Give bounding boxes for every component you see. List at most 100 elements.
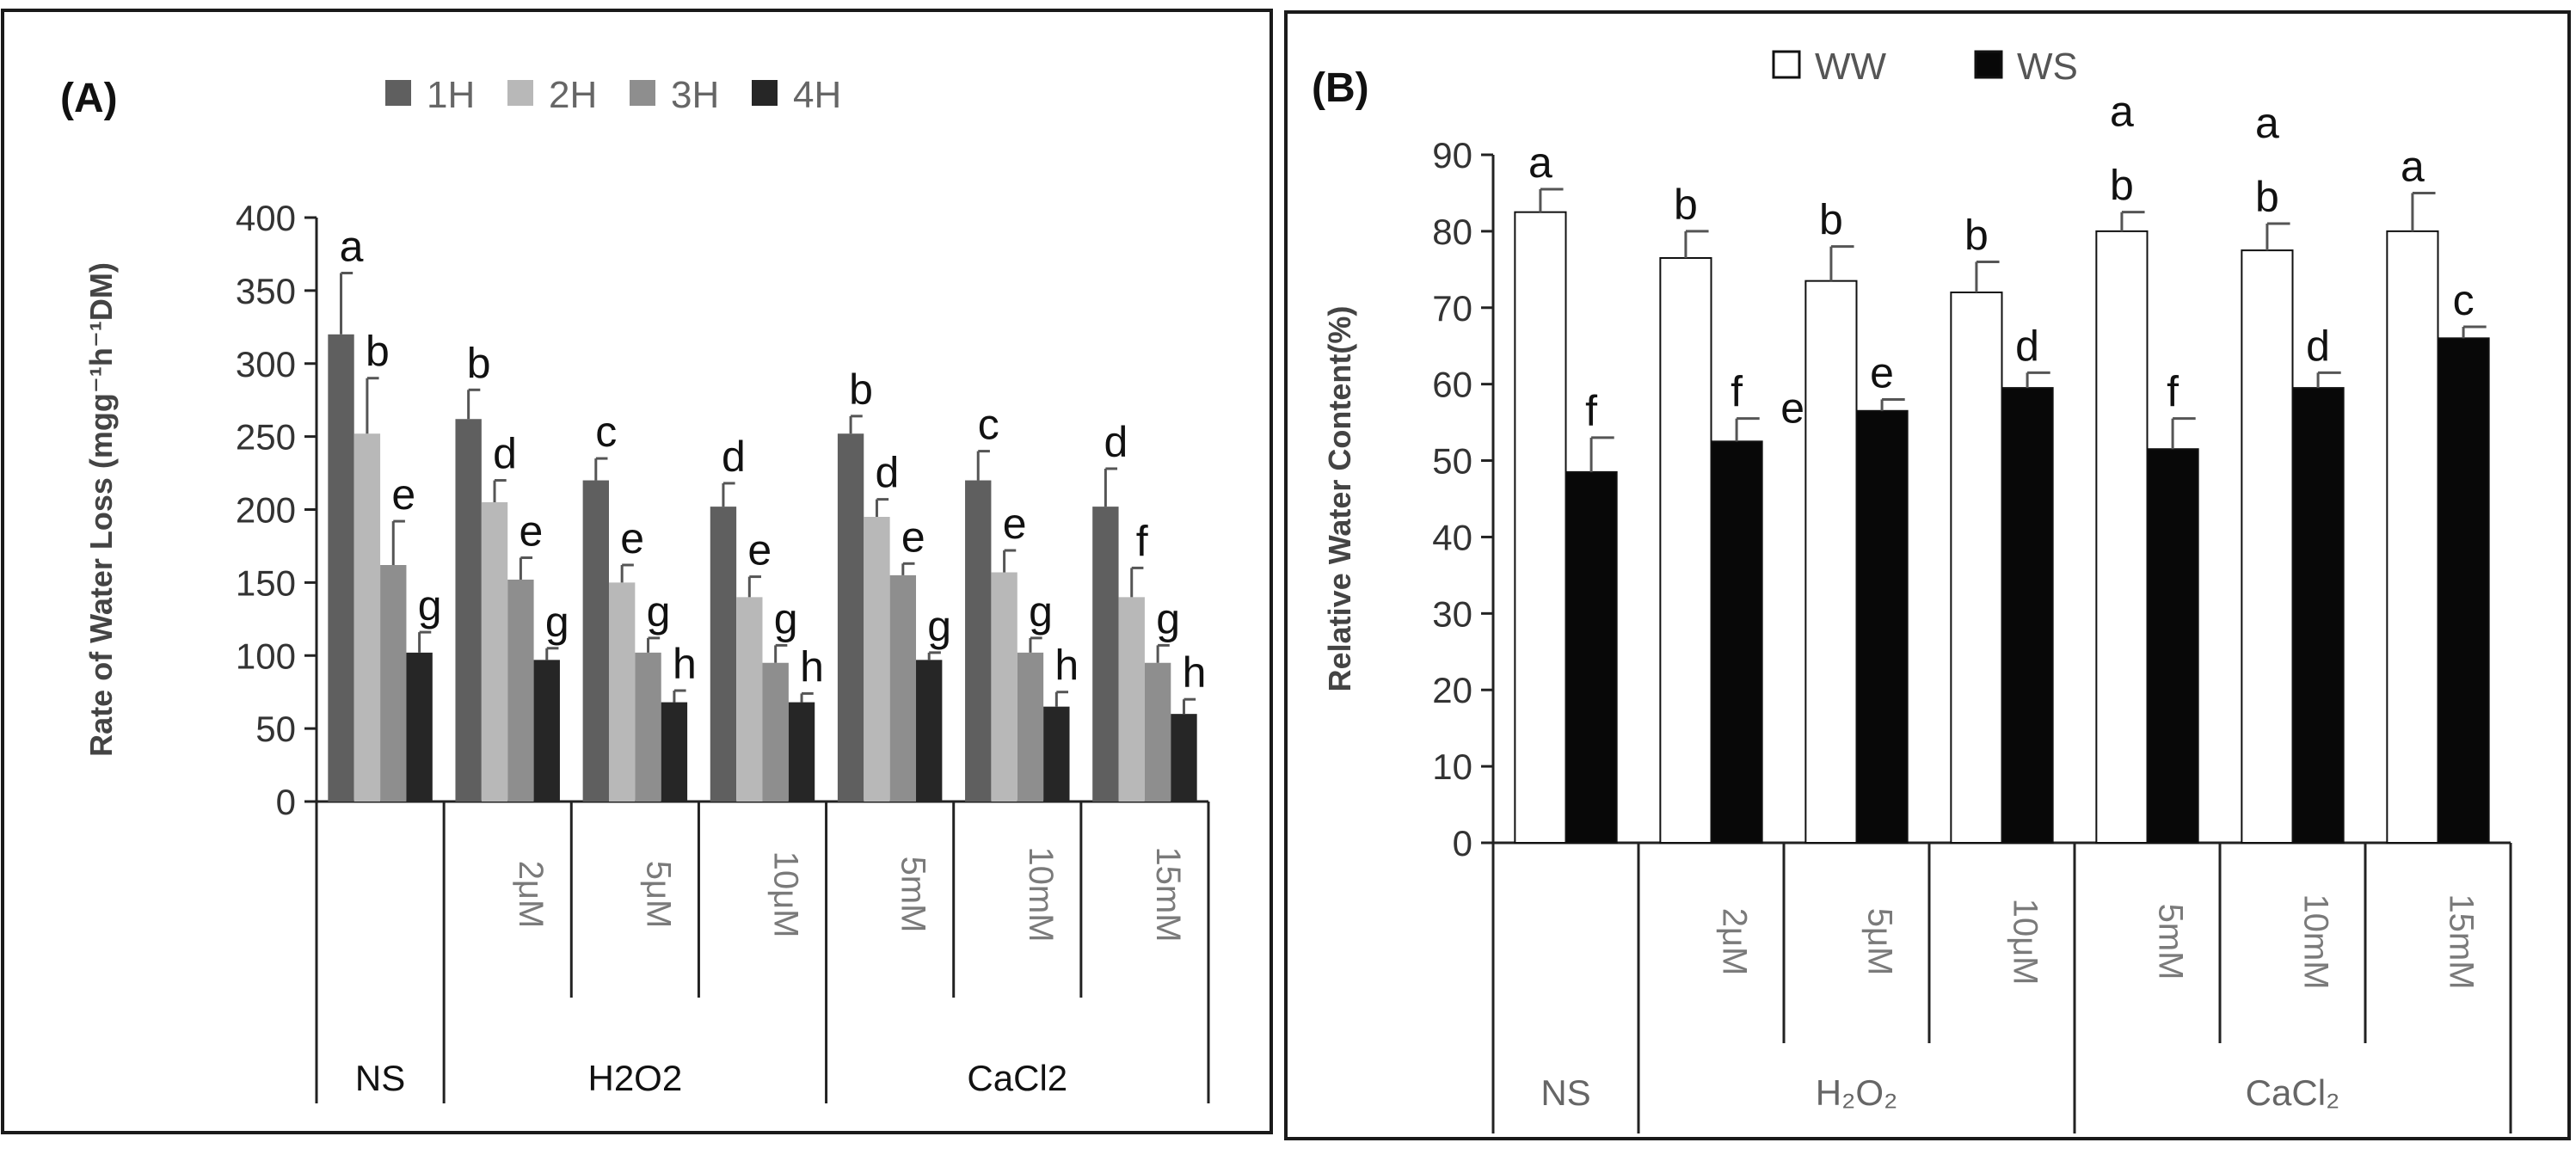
category-label: 10μM xyxy=(2007,899,2044,986)
bar-2h-5μM xyxy=(608,582,636,802)
legend-swatch-1h xyxy=(385,80,411,106)
legend-label-1h: 1H xyxy=(427,74,475,116)
legend-label-ws: WS xyxy=(2017,46,2078,88)
bar-ws-5μM xyxy=(1855,409,1909,844)
y-tick-label: 20 xyxy=(1432,670,1472,710)
panel-label: (A) xyxy=(60,76,118,121)
bar-2h-15mM xyxy=(1118,597,1145,802)
y-tick-label: 50 xyxy=(255,709,296,749)
group-label: NS xyxy=(1540,1072,1590,1113)
group-label: H₂O₂ xyxy=(1816,1072,1898,1113)
bar-ws-10mM xyxy=(2291,387,2345,845)
y-tick-label: 60 xyxy=(1432,365,1472,405)
bar-ww-10mM xyxy=(2241,249,2294,845)
bar-1h-10mM xyxy=(965,480,992,802)
significance-letter: d xyxy=(1104,418,1128,466)
bar-ws-5mM xyxy=(2146,448,2199,844)
significance-letter: e xyxy=(519,507,543,556)
group-label: CaCl₂ xyxy=(2246,1072,2340,1113)
bar-ws-NS xyxy=(1565,470,1618,845)
bar-ww-5mM xyxy=(2095,230,2149,844)
bar-1h-5μM xyxy=(582,480,609,802)
y-tick-label: 300 xyxy=(236,344,296,384)
significance-letter: b xyxy=(467,339,491,387)
group-label: NS xyxy=(355,1058,405,1098)
significance-letter: h xyxy=(1054,642,1079,690)
significance-letter-extra: a xyxy=(2255,99,2279,147)
bar-3h-15mM xyxy=(1144,662,1171,802)
category-label: 5mM xyxy=(895,857,932,933)
panel-label: (B) xyxy=(1312,65,1369,111)
y-tick-label: 30 xyxy=(1432,593,1472,634)
legend-swatch-2h xyxy=(507,80,533,106)
bar-2h-5mM xyxy=(864,516,890,802)
significance-letter: d xyxy=(876,449,900,497)
significance-letter: b xyxy=(366,328,390,376)
significance-letter: c xyxy=(2453,276,2475,324)
significance-letter: c xyxy=(978,401,999,449)
significance-letter: e xyxy=(391,470,415,519)
group-label: H2O2 xyxy=(587,1058,682,1098)
bar-3h-2μM xyxy=(507,579,534,802)
significance-letter: g xyxy=(1156,594,1180,642)
significance-letter: e xyxy=(901,513,925,561)
category-label: 10mM xyxy=(1022,846,1060,942)
significance-letter: b xyxy=(1674,181,1698,229)
significance-letter-extra: e xyxy=(1780,384,1804,432)
bar-4h-15mM xyxy=(1171,714,1197,802)
category-label: 15mM xyxy=(2443,894,2481,989)
significance-letter: c xyxy=(595,408,617,456)
bar-2h-2μM xyxy=(481,502,508,802)
bar-4h-5mM xyxy=(916,660,943,802)
significance-letter: e xyxy=(747,526,772,574)
significance-letter: b xyxy=(849,366,873,414)
bar-4h-5μM xyxy=(661,702,688,802)
significance-letter: d xyxy=(2306,322,2330,370)
significance-letter: a xyxy=(1528,138,1552,187)
bar-3h-5mM xyxy=(889,574,917,802)
category-label: 5mM xyxy=(2152,904,2190,980)
bar-4h-2μM xyxy=(533,660,560,802)
significance-letter: b xyxy=(1964,211,1989,259)
significance-letter: d xyxy=(493,430,517,478)
significance-letter: a xyxy=(340,223,364,271)
bar-2h-10μM xyxy=(736,597,763,802)
panel-a-chart: (A) Rate of Water Loss (mgg⁻¹h⁻¹DM) 0 50 100… xyxy=(60,74,1210,1103)
significance-letter: f xyxy=(1731,368,1743,416)
legend-swatch-3h xyxy=(630,80,655,106)
y-tick-label: 100 xyxy=(236,636,296,676)
bar-ww-NS xyxy=(1514,211,1567,844)
bar-4h-10mM xyxy=(1043,706,1070,802)
legend-swatch-4h xyxy=(752,80,778,106)
bar-3h-NS xyxy=(380,565,407,802)
y-tick-label: 90 xyxy=(1432,135,1472,175)
significance-letter: f xyxy=(2167,368,2179,416)
bar-ws-10μM xyxy=(2001,387,2054,845)
y-tick-label: 50 xyxy=(1432,441,1472,482)
bar-2h-10mM xyxy=(991,572,1017,802)
legend-swatch-ws xyxy=(1974,50,2003,79)
legend-label-3h: 3H xyxy=(671,74,719,116)
bar-1h-15mM xyxy=(1092,507,1119,802)
bar-3h-10μM xyxy=(762,662,789,802)
legend-label-2h: 2H xyxy=(549,74,597,116)
significance-letter-extra: a xyxy=(2110,88,2134,136)
significance-letter: f xyxy=(1585,387,1597,435)
legend-label-4h: 4H xyxy=(793,74,841,116)
significance-letter: d xyxy=(722,433,746,481)
significance-letter: g xyxy=(647,587,671,636)
category-label: 2μM xyxy=(1716,908,1754,976)
significance-letter: b xyxy=(2110,162,2134,210)
bar-4h-10μM xyxy=(788,702,815,802)
y-tick-label: 70 xyxy=(1432,288,1472,329)
bar-ww-5μM xyxy=(1804,280,1858,844)
significance-letter: g xyxy=(1029,587,1053,636)
significance-letter: f xyxy=(1136,517,1148,565)
significance-letter: h xyxy=(800,642,824,691)
y-tick-label: 400 xyxy=(236,198,296,238)
y-tick-label: 0 xyxy=(1453,823,1472,863)
significance-letter: g xyxy=(418,581,442,630)
bar-ws-2μM xyxy=(1710,440,1763,844)
significance-letter: d xyxy=(2015,322,2039,370)
